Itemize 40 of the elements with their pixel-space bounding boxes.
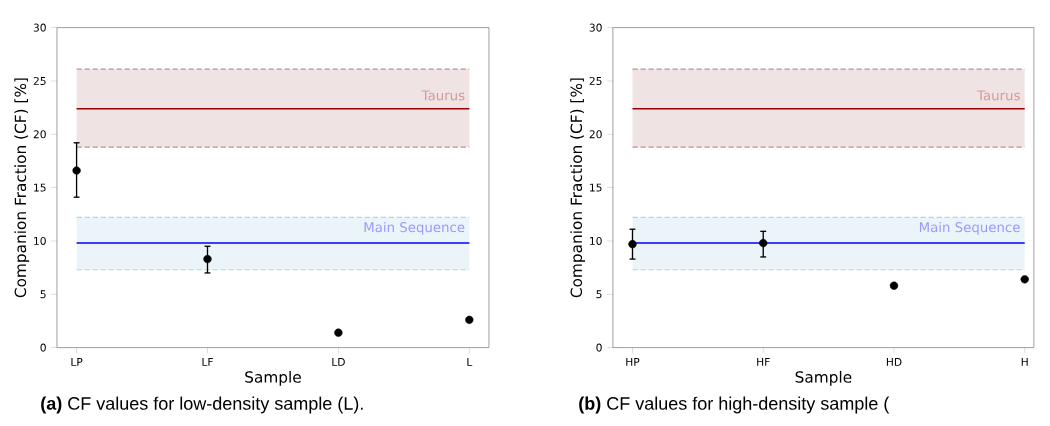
y-tick-label: 10 bbox=[590, 236, 602, 245]
x-tick-label: H bbox=[1021, 358, 1028, 366]
y-tick-label: 0 bbox=[596, 343, 602, 352]
y-tick-label: 25 bbox=[589, 76, 602, 85]
point bbox=[334, 328, 343, 337]
y-tick-label: 20 bbox=[33, 130, 46, 139]
point bbox=[759, 238, 768, 248]
y-tick-label: 15 bbox=[34, 183, 46, 192]
ref-line-label: Taurus bbox=[976, 90, 1020, 101]
ref-line-label: Main Sequence bbox=[364, 221, 465, 235]
x-tick-label: L bbox=[467, 358, 473, 366]
point bbox=[72, 166, 81, 175]
point bbox=[628, 240, 637, 249]
y-tick-label: 20 bbox=[589, 130, 602, 139]
y-tick-label: 25 bbox=[33, 76, 46, 85]
y-tick-label: 5 bbox=[40, 290, 46, 299]
x-tick-label: HF bbox=[757, 358, 770, 366]
ref-line-label: Main Sequence bbox=[919, 221, 1020, 235]
y-tick-label: 5 bbox=[596, 290, 602, 299]
point bbox=[889, 281, 899, 290]
point bbox=[1020, 275, 1029, 284]
y-tick-label: 30 bbox=[33, 23, 46, 32]
x-axis-title: Sample bbox=[795, 370, 852, 386]
x-tick-label: LF bbox=[202, 358, 213, 366]
y-tick-label: 30 bbox=[589, 23, 602, 32]
y-axis-title: Companion Fraction (CF) [%] bbox=[570, 78, 586, 298]
y-tick-label: 15 bbox=[590, 183, 602, 192]
ref-line-label: Taurus bbox=[421, 90, 465, 101]
text: (b) CF values for high-density sample ( bbox=[579, 396, 890, 414]
x-tick-label: HP bbox=[626, 358, 640, 366]
y-tick-label: 10 bbox=[34, 236, 46, 245]
x-tick-label: LP bbox=[71, 358, 83, 366]
point bbox=[203, 254, 212, 264]
y-tick-label: 0 bbox=[40, 343, 46, 352]
y-axis-title: Companion Fraction (CF) [%] bbox=[14, 78, 30, 298]
text: (a) CF values for low-density sample (L). bbox=[41, 396, 363, 414]
point bbox=[465, 315, 474, 325]
x-axis-title: Sample bbox=[245, 370, 301, 386]
x-tick-label: LD bbox=[332, 358, 345, 366]
x-tick-label: HD bbox=[886, 358, 902, 366]
